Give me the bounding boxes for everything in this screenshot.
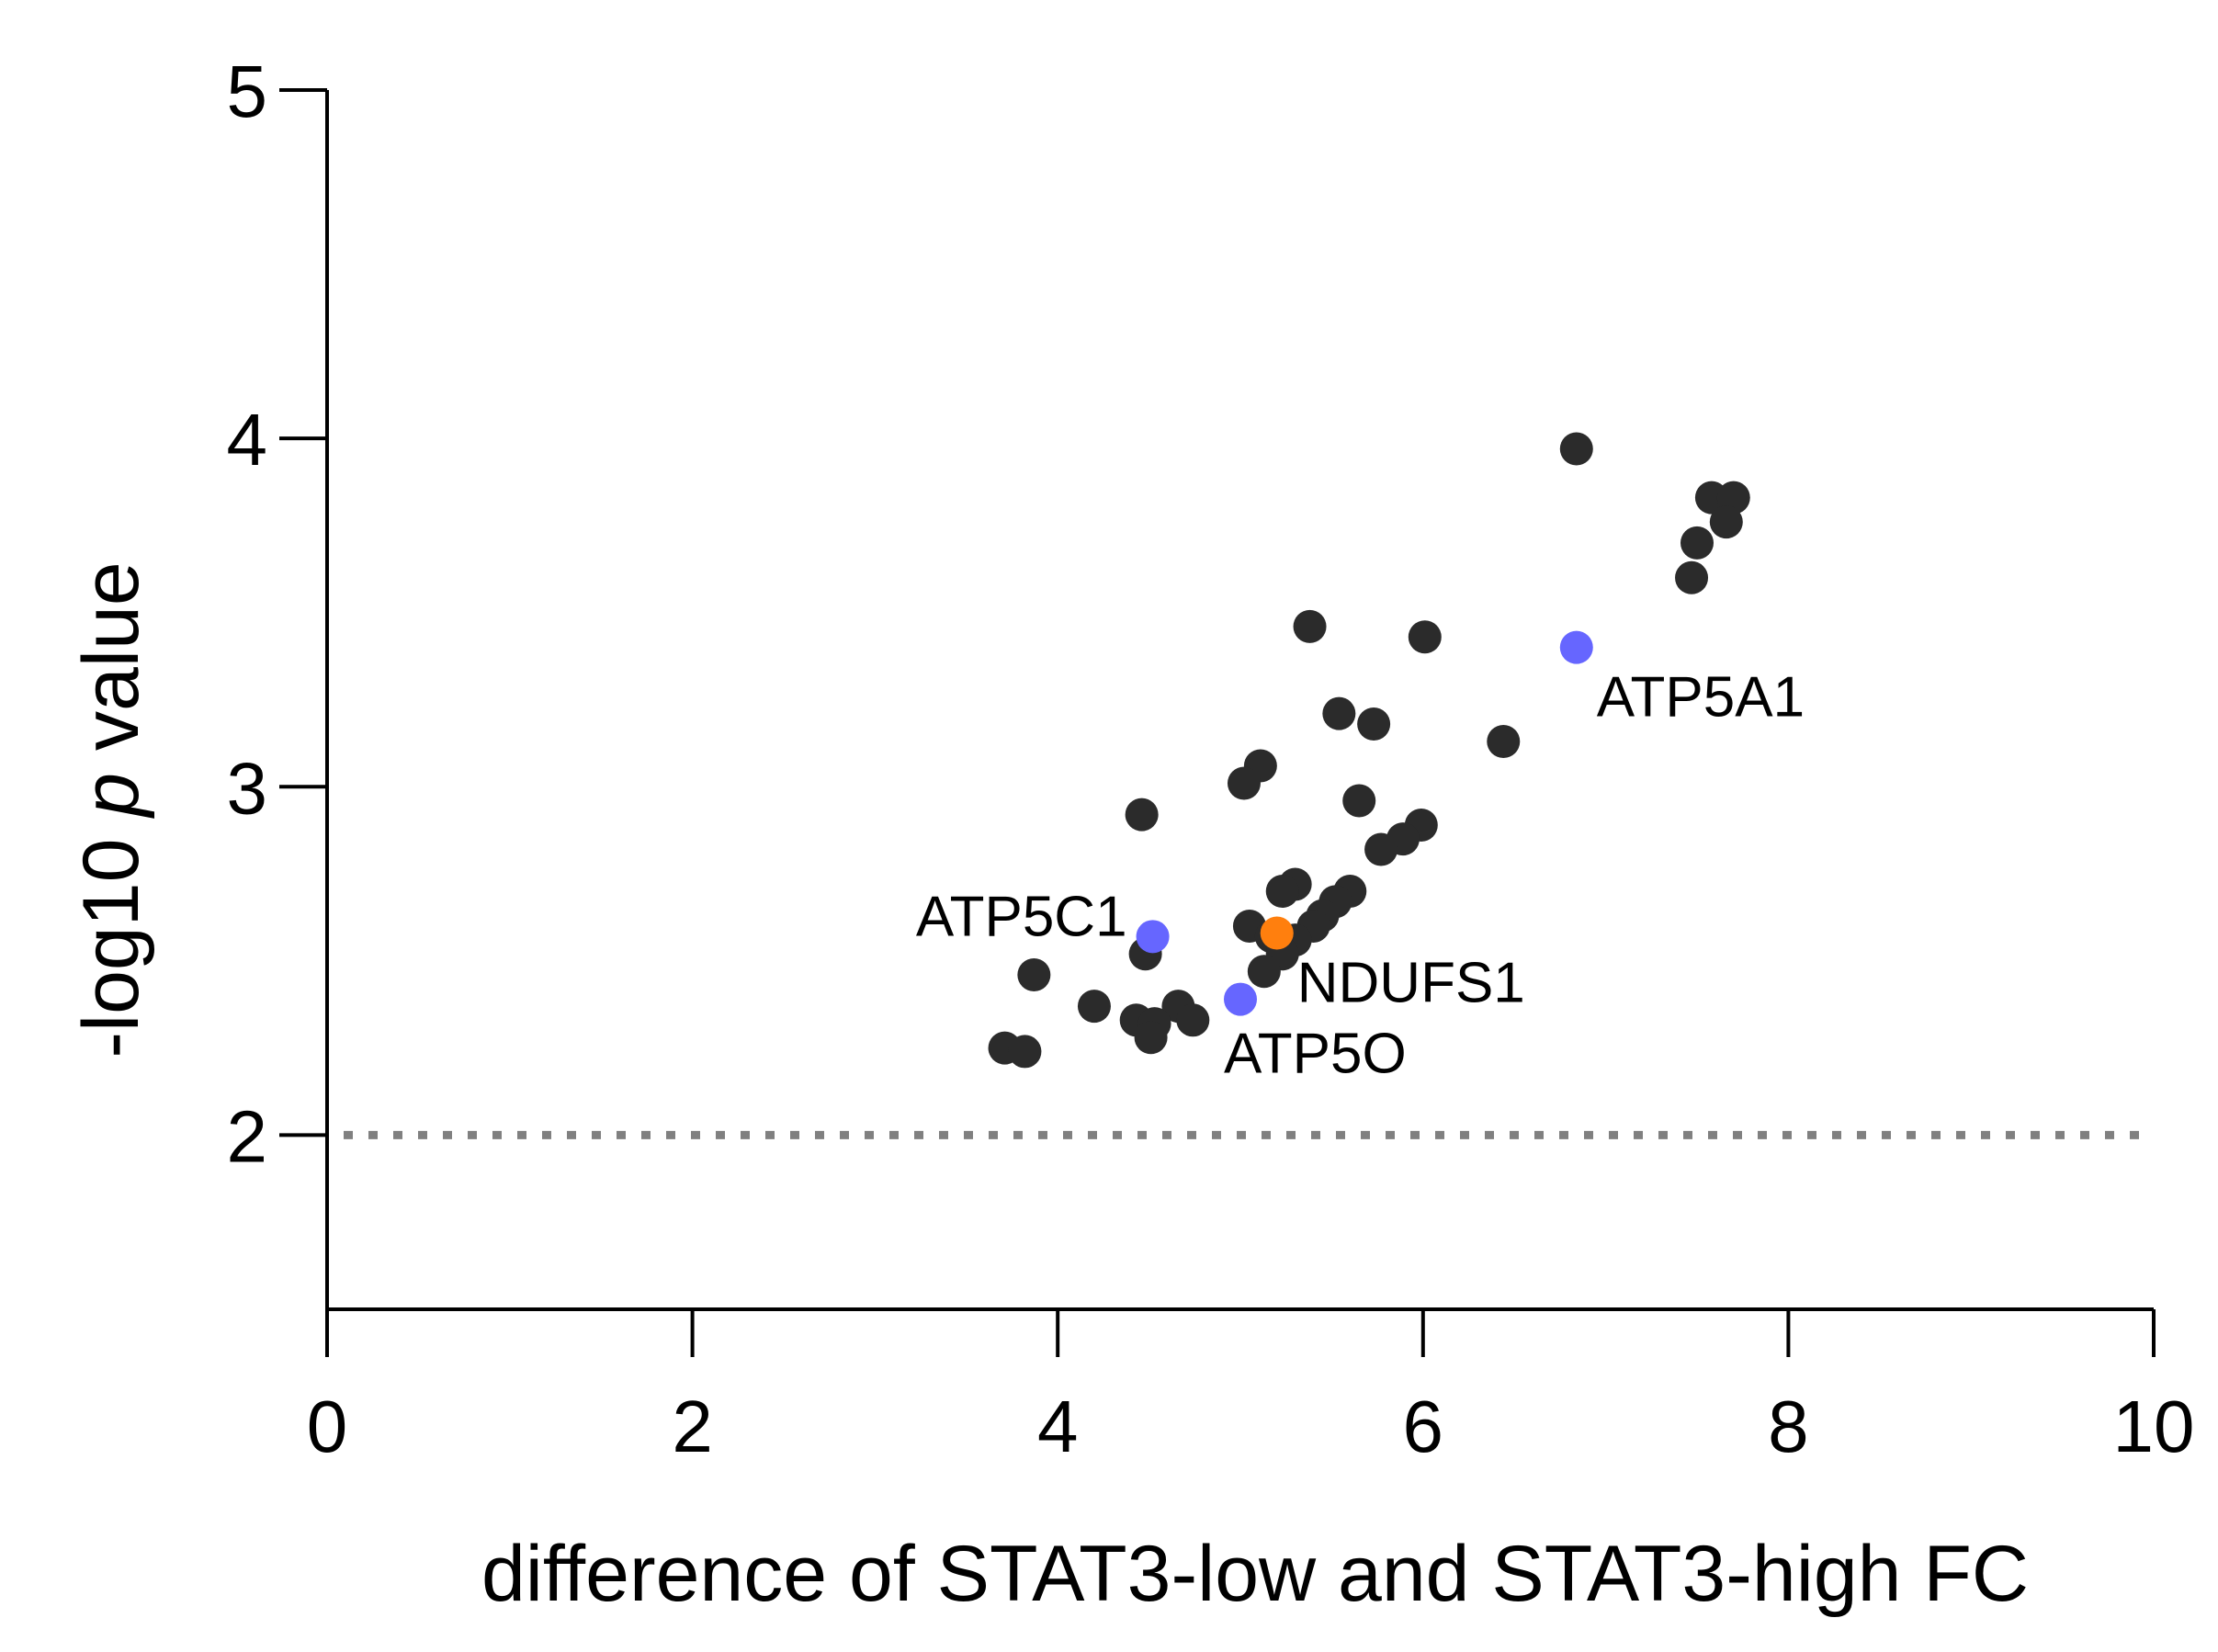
point-0-28 bbox=[1247, 955, 1281, 989]
y-tick-label-2: 2 bbox=[227, 1095, 268, 1177]
point-0-17 bbox=[1364, 832, 1398, 866]
point-0-12 bbox=[1227, 766, 1261, 800]
annotation-atp5a1: ATP5A1 bbox=[1597, 666, 1805, 730]
y-axis-title-prefix: -log10 bbox=[67, 817, 155, 1058]
annotation-atp5o: ATP5O bbox=[1224, 1023, 1407, 1086]
x-axis-title: difference of STAT3-low and STAT3-high F… bbox=[481, 1530, 2029, 1618]
point-0-6 bbox=[1293, 609, 1327, 643]
y-tick-label-3: 3 bbox=[227, 747, 268, 829]
point-atp5c1 bbox=[1136, 920, 1170, 954]
point-0-13 bbox=[1125, 798, 1159, 832]
data-points bbox=[988, 432, 1750, 1069]
y-tick-label-5: 5 bbox=[227, 51, 268, 132]
point-0-30 bbox=[1017, 958, 1051, 992]
point-0-8 bbox=[1322, 696, 1356, 730]
point-annotations: ATP5A1 ATP5C1 ATP5O NDUFS1 bbox=[916, 666, 1805, 1086]
point-atp5a1 bbox=[1559, 630, 1593, 664]
annotation-atp5c1: ATP5C1 bbox=[916, 885, 1127, 948]
x-tick-label-2: 2 bbox=[672, 1386, 713, 1467]
x-tick-label-6: 6 bbox=[1403, 1386, 1444, 1467]
point-0-0 bbox=[1559, 432, 1593, 466]
y-axis-title-suffix: value bbox=[67, 561, 155, 773]
x-tick-group: 0 2 4 6 8 10 bbox=[307, 1309, 2195, 1467]
y-axis-title: -log10 p value bbox=[67, 561, 155, 1058]
y-tick-label-4: 4 bbox=[227, 399, 268, 481]
point-0-4 bbox=[1680, 526, 1714, 560]
annotation-ndufs1: NDUFS1 bbox=[1297, 952, 1525, 1015]
point-0-7 bbox=[1408, 620, 1442, 654]
y-axis-title-italic: p bbox=[67, 773, 155, 820]
point-0-5 bbox=[1675, 560, 1709, 594]
point-0-31 bbox=[1077, 990, 1111, 1024]
x-tick-label-10: 10 bbox=[2113, 1386, 2195, 1467]
point-0-35 bbox=[1176, 1003, 1210, 1037]
x-tick-label-8: 8 bbox=[1768, 1386, 1809, 1467]
point-ndufs1 bbox=[1260, 916, 1294, 950]
x-tick-label-0: 0 bbox=[307, 1386, 348, 1467]
point-0-14 bbox=[1342, 784, 1376, 818]
point-atp5o bbox=[1224, 982, 1257, 1016]
point-0-9 bbox=[1357, 707, 1391, 741]
x-tick-label-4: 4 bbox=[1037, 1386, 1079, 1467]
point-0-36 bbox=[1134, 1021, 1168, 1055]
point-0-10 bbox=[1487, 724, 1521, 758]
y-tick-group: 2 3 4 5 bbox=[227, 51, 327, 1177]
point-0-38 bbox=[1008, 1035, 1042, 1069]
point-0-3 bbox=[1709, 505, 1743, 539]
point-0-19 bbox=[1265, 875, 1299, 909]
